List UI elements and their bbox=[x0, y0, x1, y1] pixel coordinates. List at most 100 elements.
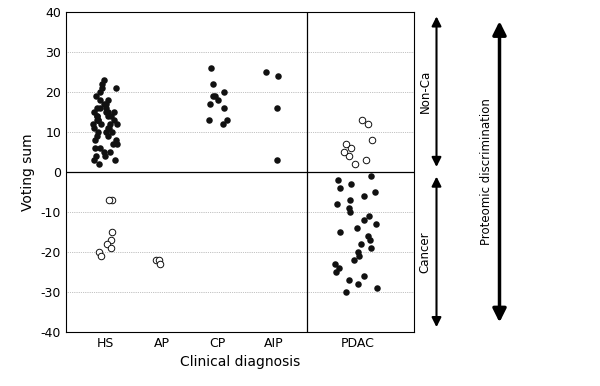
Point bbox=[105, 149, 115, 155]
Point bbox=[92, 105, 102, 111]
Point bbox=[345, 197, 355, 203]
Point bbox=[204, 117, 214, 123]
Point bbox=[97, 81, 107, 87]
Point bbox=[359, 217, 369, 223]
Point bbox=[152, 257, 161, 263]
Point bbox=[344, 152, 353, 159]
Point bbox=[103, 113, 113, 119]
X-axis label: Clinical diagnosis: Clinical diagnosis bbox=[180, 356, 300, 369]
Point bbox=[100, 76, 109, 83]
Point bbox=[92, 113, 101, 119]
Point bbox=[214, 96, 223, 103]
Point bbox=[341, 141, 351, 147]
Point bbox=[106, 113, 116, 119]
Point bbox=[112, 141, 122, 147]
Point bbox=[94, 249, 104, 255]
Point bbox=[101, 108, 110, 115]
Point bbox=[100, 152, 110, 159]
Point bbox=[364, 120, 373, 127]
Point bbox=[365, 237, 375, 243]
Point bbox=[335, 185, 344, 191]
Point bbox=[99, 101, 109, 107]
Point bbox=[332, 201, 342, 207]
Point bbox=[344, 205, 354, 211]
Point bbox=[354, 253, 364, 259]
Point bbox=[106, 237, 116, 243]
Point bbox=[155, 261, 165, 267]
Point bbox=[344, 277, 354, 283]
Point bbox=[371, 221, 381, 227]
Text: Proteomic discrimination: Proteomic discrimination bbox=[481, 98, 493, 245]
Point bbox=[339, 149, 349, 155]
Point bbox=[333, 177, 343, 183]
Point bbox=[372, 285, 382, 291]
Point bbox=[331, 261, 340, 267]
Point bbox=[356, 241, 365, 247]
Point bbox=[96, 120, 106, 127]
Point bbox=[112, 120, 122, 127]
Point bbox=[107, 129, 117, 135]
Point bbox=[112, 85, 121, 91]
Point bbox=[103, 125, 112, 131]
Point bbox=[346, 181, 356, 187]
Point bbox=[91, 145, 100, 151]
Point bbox=[110, 157, 120, 163]
Point bbox=[95, 145, 105, 151]
Point bbox=[350, 257, 359, 263]
Point bbox=[331, 269, 341, 275]
Point bbox=[95, 105, 105, 111]
Point bbox=[97, 85, 107, 91]
Point bbox=[335, 229, 345, 235]
Point bbox=[363, 233, 373, 239]
Point bbox=[341, 289, 351, 295]
Point bbox=[102, 241, 112, 247]
Point bbox=[104, 197, 114, 203]
Point bbox=[272, 157, 282, 163]
Point bbox=[95, 161, 104, 167]
Point bbox=[364, 213, 373, 219]
Point bbox=[103, 96, 113, 103]
Point bbox=[89, 125, 99, 131]
Point bbox=[206, 64, 216, 71]
Point bbox=[106, 120, 115, 127]
Point bbox=[220, 88, 229, 95]
Point bbox=[112, 137, 121, 143]
Point bbox=[358, 117, 367, 123]
Point bbox=[346, 145, 356, 151]
Point bbox=[99, 149, 109, 155]
Point bbox=[370, 189, 380, 195]
Point bbox=[210, 93, 220, 99]
Point bbox=[107, 245, 116, 251]
Point bbox=[92, 133, 102, 139]
Text: Non-Ca: Non-Ca bbox=[419, 70, 431, 113]
Point bbox=[107, 197, 117, 203]
Point bbox=[89, 157, 98, 163]
Point bbox=[94, 117, 103, 123]
Point bbox=[155, 257, 164, 263]
Point bbox=[110, 108, 119, 115]
Point bbox=[350, 161, 359, 167]
Point bbox=[101, 129, 110, 135]
Point bbox=[335, 265, 344, 271]
Point bbox=[359, 273, 369, 279]
Point bbox=[205, 101, 215, 107]
Point bbox=[92, 113, 101, 119]
Point bbox=[96, 253, 106, 259]
Point bbox=[218, 120, 228, 127]
Point bbox=[90, 137, 100, 143]
Point bbox=[345, 209, 355, 215]
Point bbox=[89, 120, 98, 127]
Point bbox=[366, 245, 376, 251]
Point bbox=[95, 88, 105, 95]
Point bbox=[223, 117, 232, 123]
Point bbox=[104, 125, 114, 131]
Point bbox=[103, 108, 113, 115]
Text: Cancer: Cancer bbox=[419, 231, 431, 273]
Point bbox=[366, 173, 376, 179]
Point bbox=[362, 157, 371, 163]
Point bbox=[109, 117, 118, 123]
Point bbox=[353, 249, 362, 255]
Point bbox=[272, 105, 281, 111]
Point bbox=[93, 129, 103, 135]
Point bbox=[208, 93, 218, 99]
